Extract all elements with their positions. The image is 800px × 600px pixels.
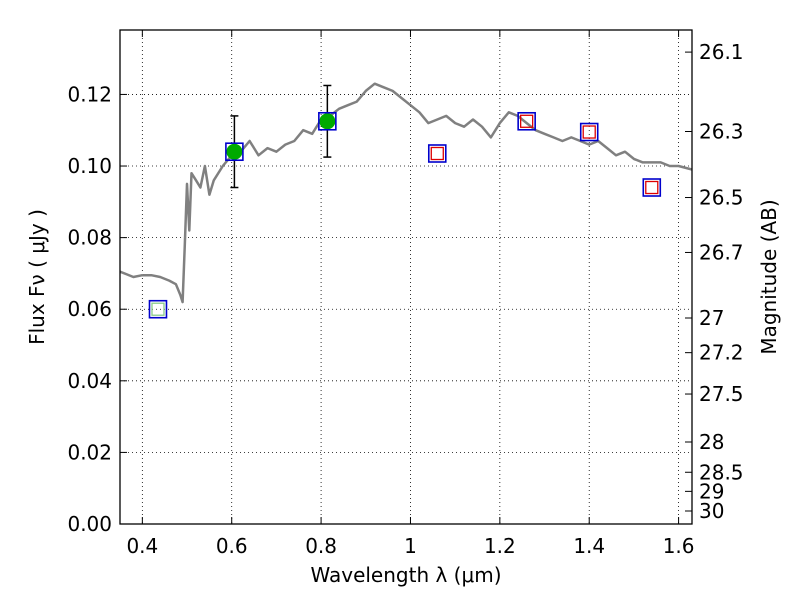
plot-frame xyxy=(119,29,693,525)
y2-tick-label: 27.5 xyxy=(699,382,744,406)
x-tick-label: 1 xyxy=(404,534,417,558)
y2-tick-label: 27 xyxy=(699,306,724,330)
x-axis-label: Wavelength λ (μm) xyxy=(310,563,501,587)
x-tick-label: 1.6 xyxy=(663,534,695,558)
y2-axis-label: Magnitude (AB) xyxy=(757,199,781,354)
limit-square xyxy=(582,125,596,139)
y2-tick-label: 28.5 xyxy=(699,460,744,484)
observed-point xyxy=(226,143,243,160)
plot-area xyxy=(120,82,692,319)
x-tick-label: 0.6 xyxy=(216,534,248,558)
y-tick-label: 0.00 xyxy=(67,512,112,536)
model-square xyxy=(318,111,337,131)
axis-ticks: 0.4 0.6 0.8 1 1.2 1.4 1.6 0.00 0.02 0.04 0.06 0.08 0… xyxy=(67,30,744,558)
model-square xyxy=(579,122,599,142)
y2-tick-label: 26.3 xyxy=(699,119,744,143)
model-square xyxy=(642,178,662,197)
y2-tick-label: 26.7 xyxy=(699,240,744,264)
y2-tick-label: 28 xyxy=(699,430,724,454)
y-tick-label: 0.10 xyxy=(67,154,112,178)
model-square xyxy=(148,299,168,319)
model-square xyxy=(225,142,244,162)
y2-tick-label: 29 xyxy=(699,479,724,503)
x-tick-label: 0.8 xyxy=(305,534,337,558)
y-tick-label: 0.08 xyxy=(67,226,112,250)
y-tick-label: 0.02 xyxy=(67,440,112,464)
y2-tick-label: 26.1 xyxy=(699,40,744,64)
x-tick-label: 0.4 xyxy=(126,534,158,558)
limit-square xyxy=(520,114,534,128)
x-tick-label: 1.4 xyxy=(573,534,605,558)
model-square xyxy=(427,144,447,163)
x-tick-label: 1.2 xyxy=(484,534,516,558)
model-square xyxy=(517,111,536,131)
y2-tick-label: 26.5 xyxy=(699,186,744,210)
spectrum-line xyxy=(120,82,692,304)
y-axis-label: Flux Fν ( μJy ) xyxy=(25,209,49,345)
y-tick-label: 0.06 xyxy=(67,297,112,321)
y-tick-label: 0.12 xyxy=(67,82,112,106)
observed-point xyxy=(319,113,336,130)
y2-tick-label: 30 xyxy=(699,499,724,523)
y2-tick-label: 27.2 xyxy=(699,341,744,365)
y-tick-label: 0.04 xyxy=(67,369,112,393)
limit-square xyxy=(430,146,444,161)
limit-square xyxy=(151,302,165,316)
limit-square xyxy=(645,180,659,195)
